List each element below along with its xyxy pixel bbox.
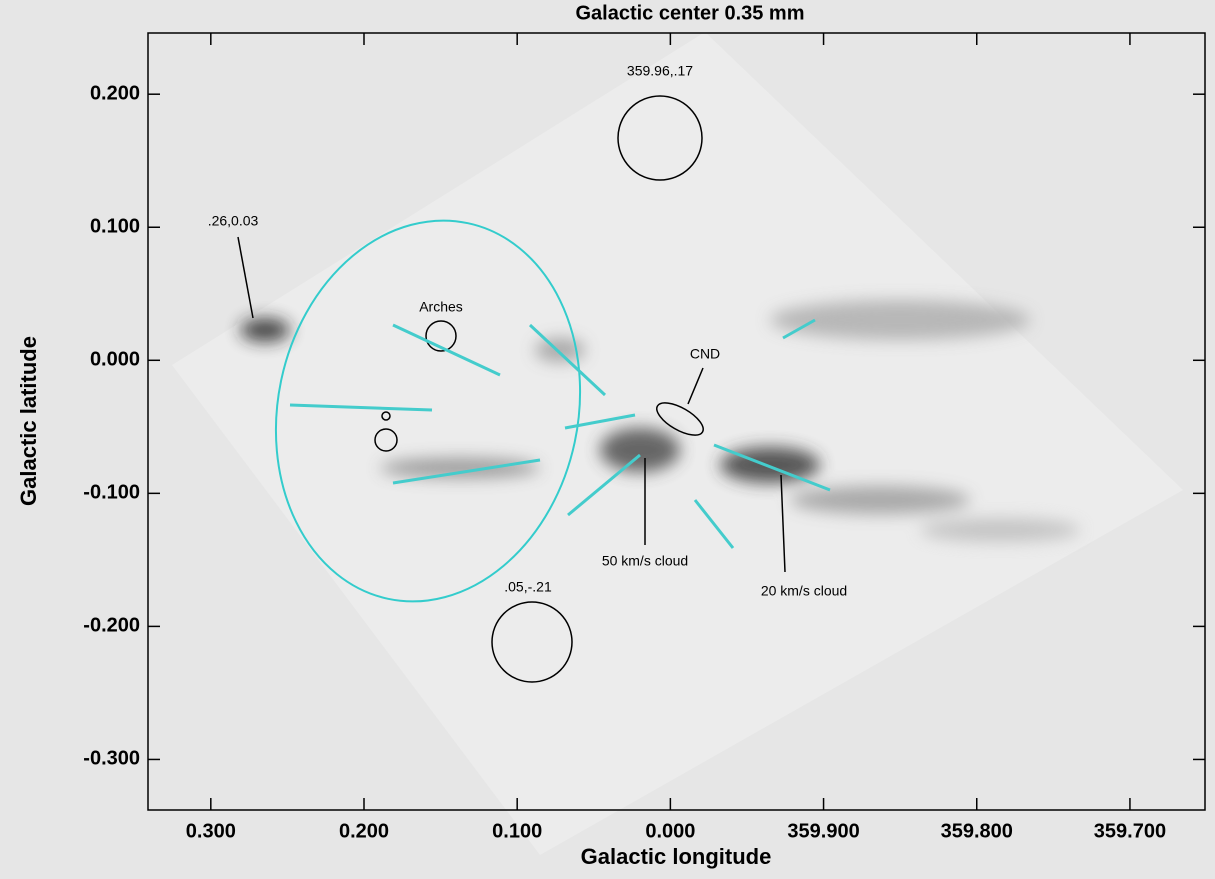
x-tick-label: 359.900 — [787, 820, 859, 842]
chart-title: Galactic center 0.35 mm — [575, 2, 804, 24]
annotation-shapes — [237, 95, 831, 683]
x-tick-label: 359.800 — [941, 820, 1013, 842]
x-tick-label: 0.200 — [339, 820, 389, 842]
y-tick-label: -0.200 — [83, 615, 140, 637]
annotation: 50 km/s cloud — [602, 553, 688, 569]
y-axis-label: Galactic latitude — [16, 336, 41, 506]
y-tick-label: 0.100 — [90, 216, 140, 238]
x-tick-label: 0.300 — [186, 820, 236, 842]
y-tick-label: 0.000 — [90, 349, 140, 371]
annotation: .26,0.03 — [208, 213, 259, 229]
x-tick-label: 0.000 — [645, 820, 695, 842]
annotation: 20 km/s cloud — [761, 583, 847, 599]
y-tick-label: -0.300 — [83, 748, 140, 770]
annotation: CND — [690, 346, 720, 362]
x-tick-label: 359.700 — [1094, 820, 1166, 842]
y-tick-label: 0.200 — [90, 82, 140, 104]
annotation: .05,-.21 — [504, 579, 552, 595]
y-tick-label: -0.100 — [83, 482, 140, 504]
x-tick-label: 0.100 — [492, 820, 542, 842]
annotation: Arches — [419, 299, 463, 315]
x-axis-label: Galactic longitude — [581, 844, 772, 869]
annotation: 359.96,.17 — [627, 63, 693, 79]
map-image — [172, 32, 1183, 855]
plot-frame — [147, 32, 1206, 811]
